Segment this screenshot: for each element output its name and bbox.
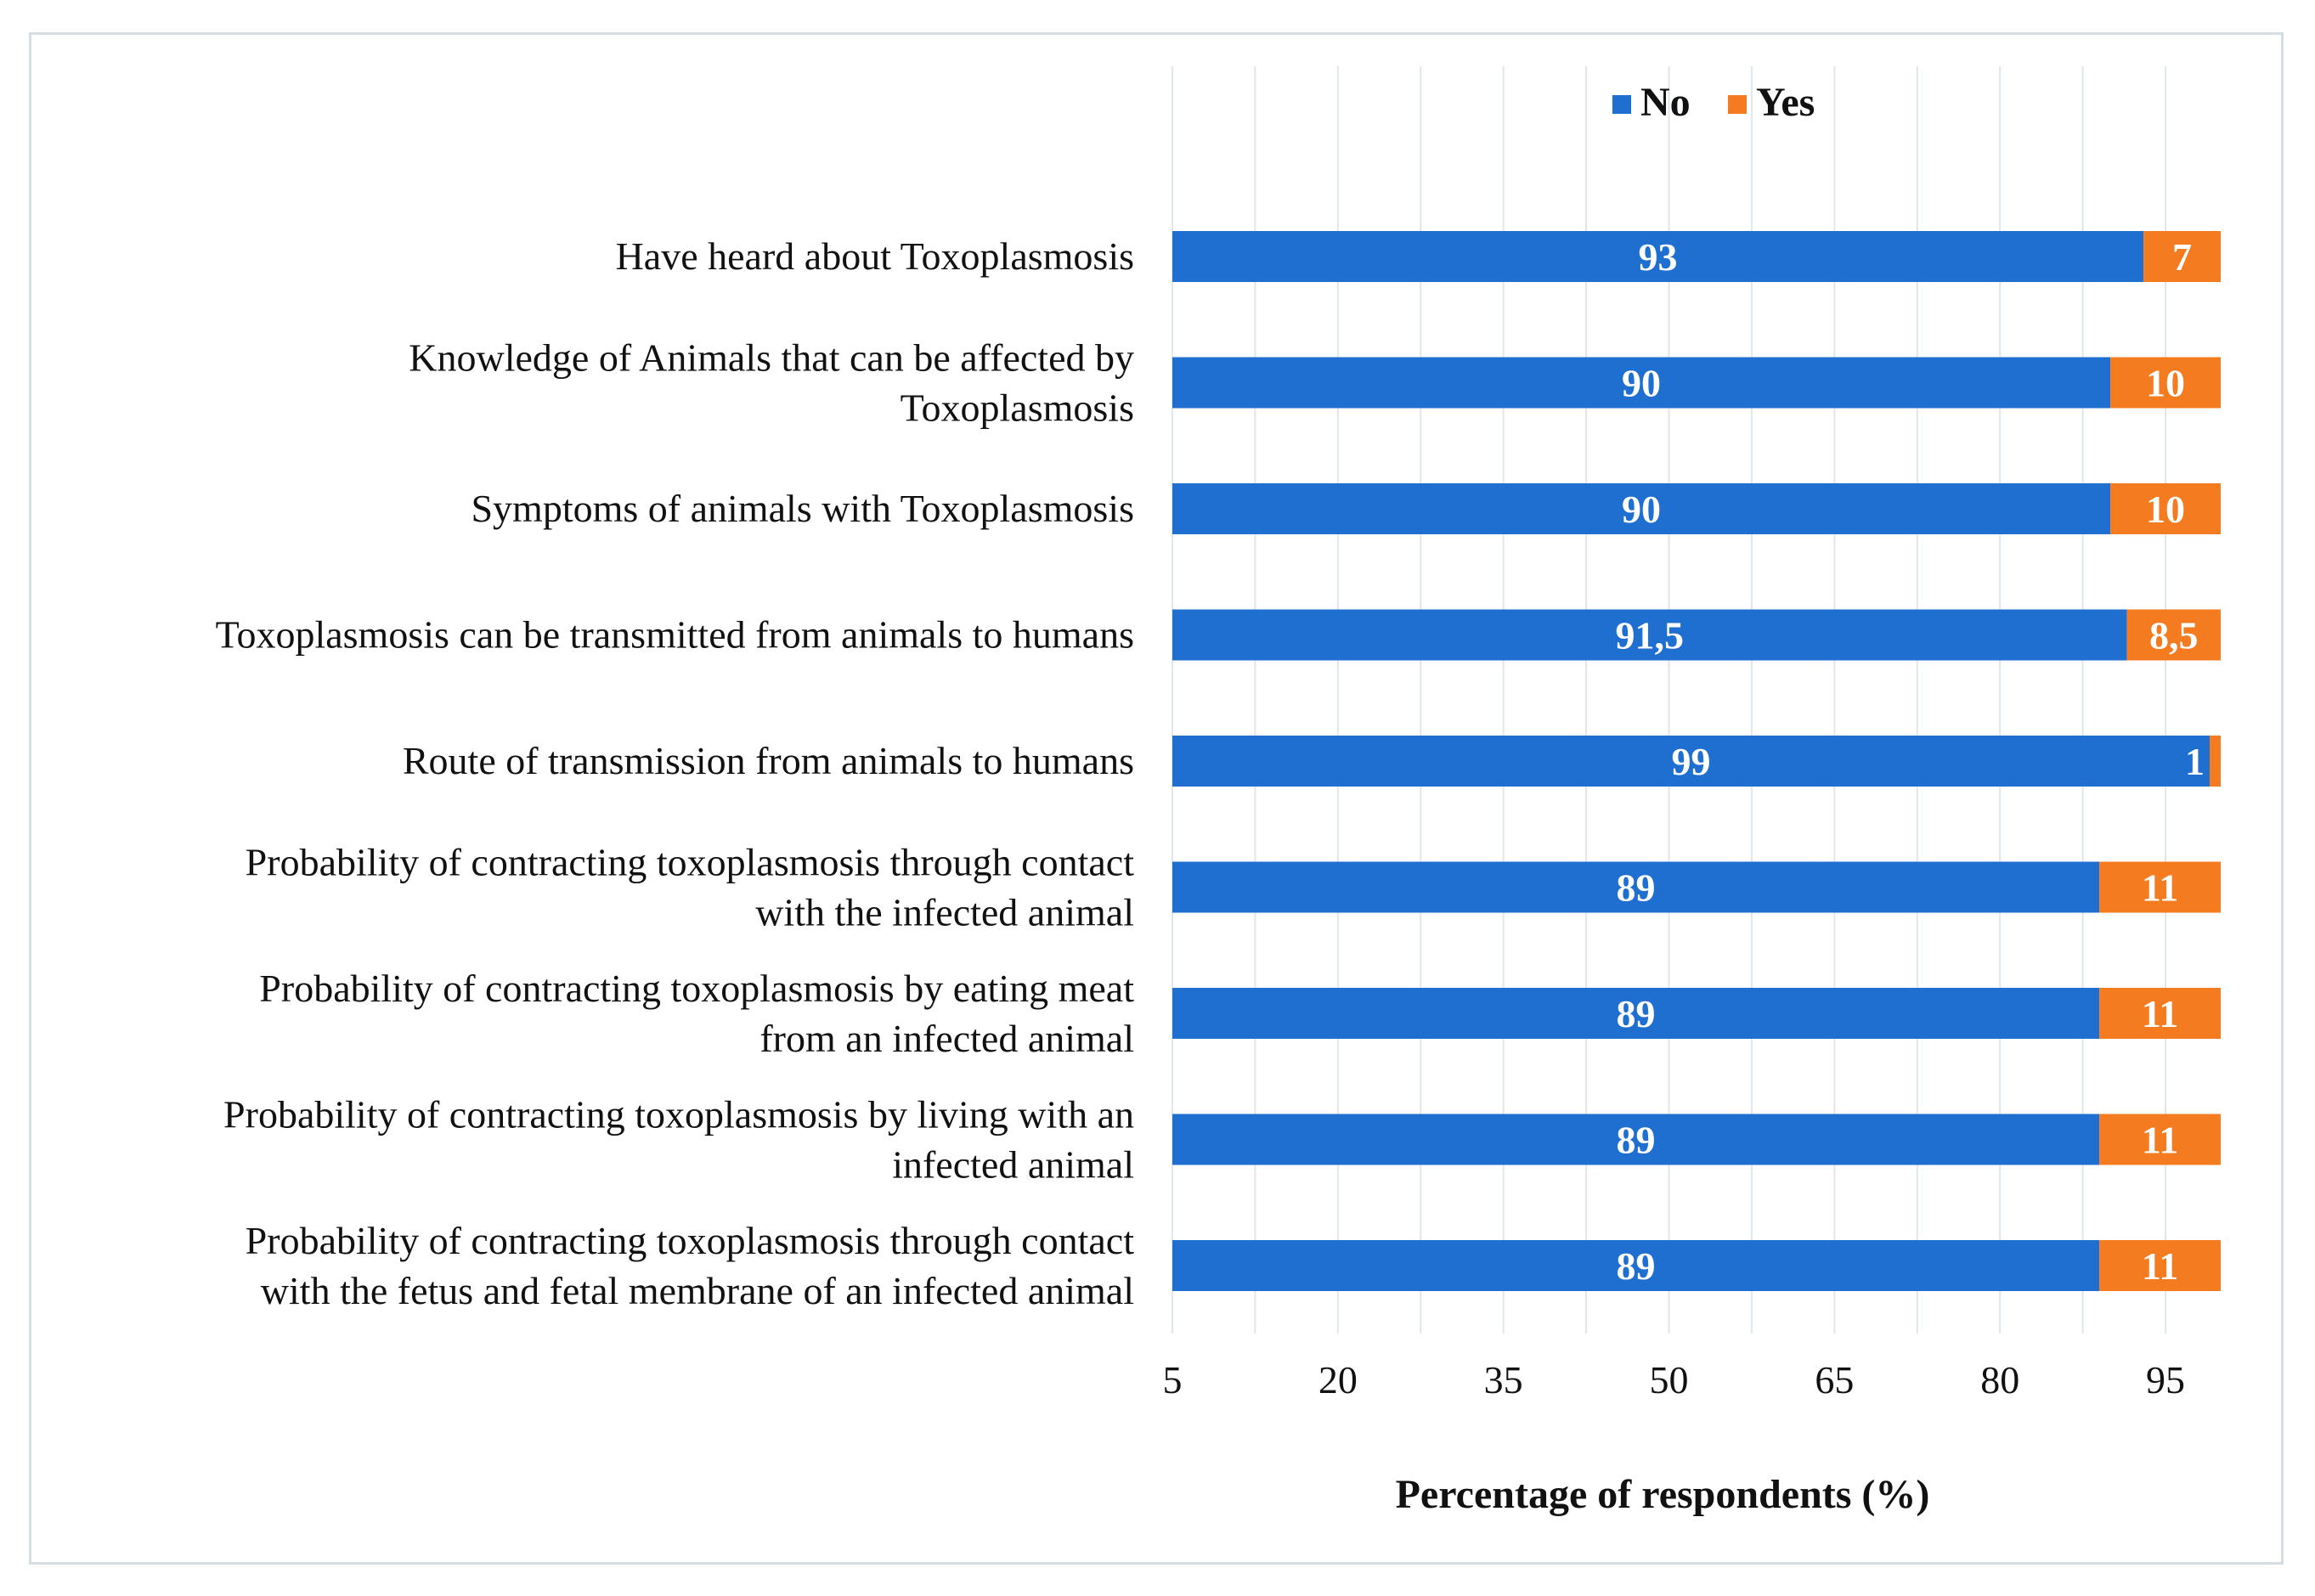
category-label: Knowledge of Animals that can be affecte… (409, 336, 1134, 430)
category-label: Probability of contracting toxoplasmosis… (223, 1093, 1134, 1187)
data-label-yes: 10 (2146, 488, 2185, 531)
bar-no (1172, 736, 2211, 787)
data-label-yes: 10 (2146, 362, 2185, 405)
data-label-no: 99 (1672, 740, 1711, 783)
legend-label-yes: Yes (1756, 80, 1815, 125)
data-label-yes: 11 (2142, 1244, 2178, 1288)
category-label: Symptoms of animals with Toxoplasmosis (471, 487, 1134, 530)
bar-no (1172, 988, 2100, 1039)
bar-yes (2210, 736, 2221, 787)
category-label: Probability of contracting toxoplasmosis… (259, 967, 1134, 1060)
data-label-no: 89 (1617, 992, 1656, 1035)
data-label-yes: 7 (2172, 235, 2192, 279)
data-label-no: 89 (1617, 1119, 1656, 1162)
data-label-no: 90 (1622, 488, 1661, 531)
x-tick-label: 50 (1650, 1358, 1689, 1401)
x-axis-title: Percentage of respondents (%) (1396, 1472, 1930, 1517)
category-label: Probability of contracting toxoplasmosis… (246, 1219, 1135, 1312)
x-tick-label: 35 (1484, 1358, 1523, 1401)
bar-no (1172, 231, 2144, 282)
x-tick-label: 20 (1318, 1358, 1358, 1401)
legend-swatch-yes (1728, 95, 1747, 114)
bar-no (1172, 1114, 2100, 1165)
bar-yes (2099, 861, 2221, 913)
x-tick-label: 95 (2146, 1358, 2185, 1401)
data-label-yes: 8,5 (2149, 614, 2199, 657)
bar-yes (2099, 1240, 2221, 1291)
data-label-no: 89 (1617, 1244, 1656, 1288)
category-label: Toxoplasmosis can be transmitted from an… (216, 613, 1134, 657)
data-label-yes: 1 (2185, 740, 2205, 783)
bar-no (1172, 609, 2127, 661)
bar-no (1172, 1240, 2100, 1291)
x-tick-label: 65 (1815, 1358, 1854, 1401)
bar-yes (2110, 357, 2221, 409)
chart-frame (29, 32, 2284, 1565)
x-tick-label: 80 (1980, 1358, 2019, 1401)
category-label: Have heard about Toxoplasmosis (616, 234, 1134, 278)
bar-yes (2099, 988, 2221, 1039)
data-label-yes: 11 (2142, 992, 2178, 1035)
bar-no (1172, 861, 2100, 913)
data-label-no: 91,5 (1616, 614, 1685, 657)
data-label-yes: 11 (2142, 866, 2178, 910)
bars: 93 7 90 10 90 10 91,5 8,5 99 1 89 11 89 11 89 11 89 11 (1172, 231, 2221, 1291)
category-label: Route of transmission from animals to hu… (403, 739, 1134, 782)
bar-yes (2099, 1114, 2221, 1165)
legend-label-no: No (1640, 80, 1691, 125)
bar-yes (2110, 483, 2221, 534)
category-labels: Have heard about Toxoplasmosis Knowledge … (216, 234, 1135, 1312)
bar-yes (2143, 231, 2221, 282)
data-label-no: 89 (1617, 866, 1656, 910)
x-axis-ticks: 5 20 35 50 65 80 95 (1163, 1358, 2186, 1401)
legend: No Yes (1612, 80, 1815, 125)
data-label-yes: 11 (2142, 1119, 2178, 1162)
bar-yes (2126, 609, 2221, 661)
bar-no (1172, 483, 2111, 534)
bar-no (1172, 357, 2111, 409)
data-label-no: 90 (1622, 362, 1661, 405)
data-label-no: 93 (1639, 235, 1678, 279)
category-label: Probability of contracting toxoplasmosis… (246, 841, 1135, 934)
legend-swatch-no (1612, 95, 1631, 114)
x-tick-label: 5 (1163, 1358, 1183, 1401)
